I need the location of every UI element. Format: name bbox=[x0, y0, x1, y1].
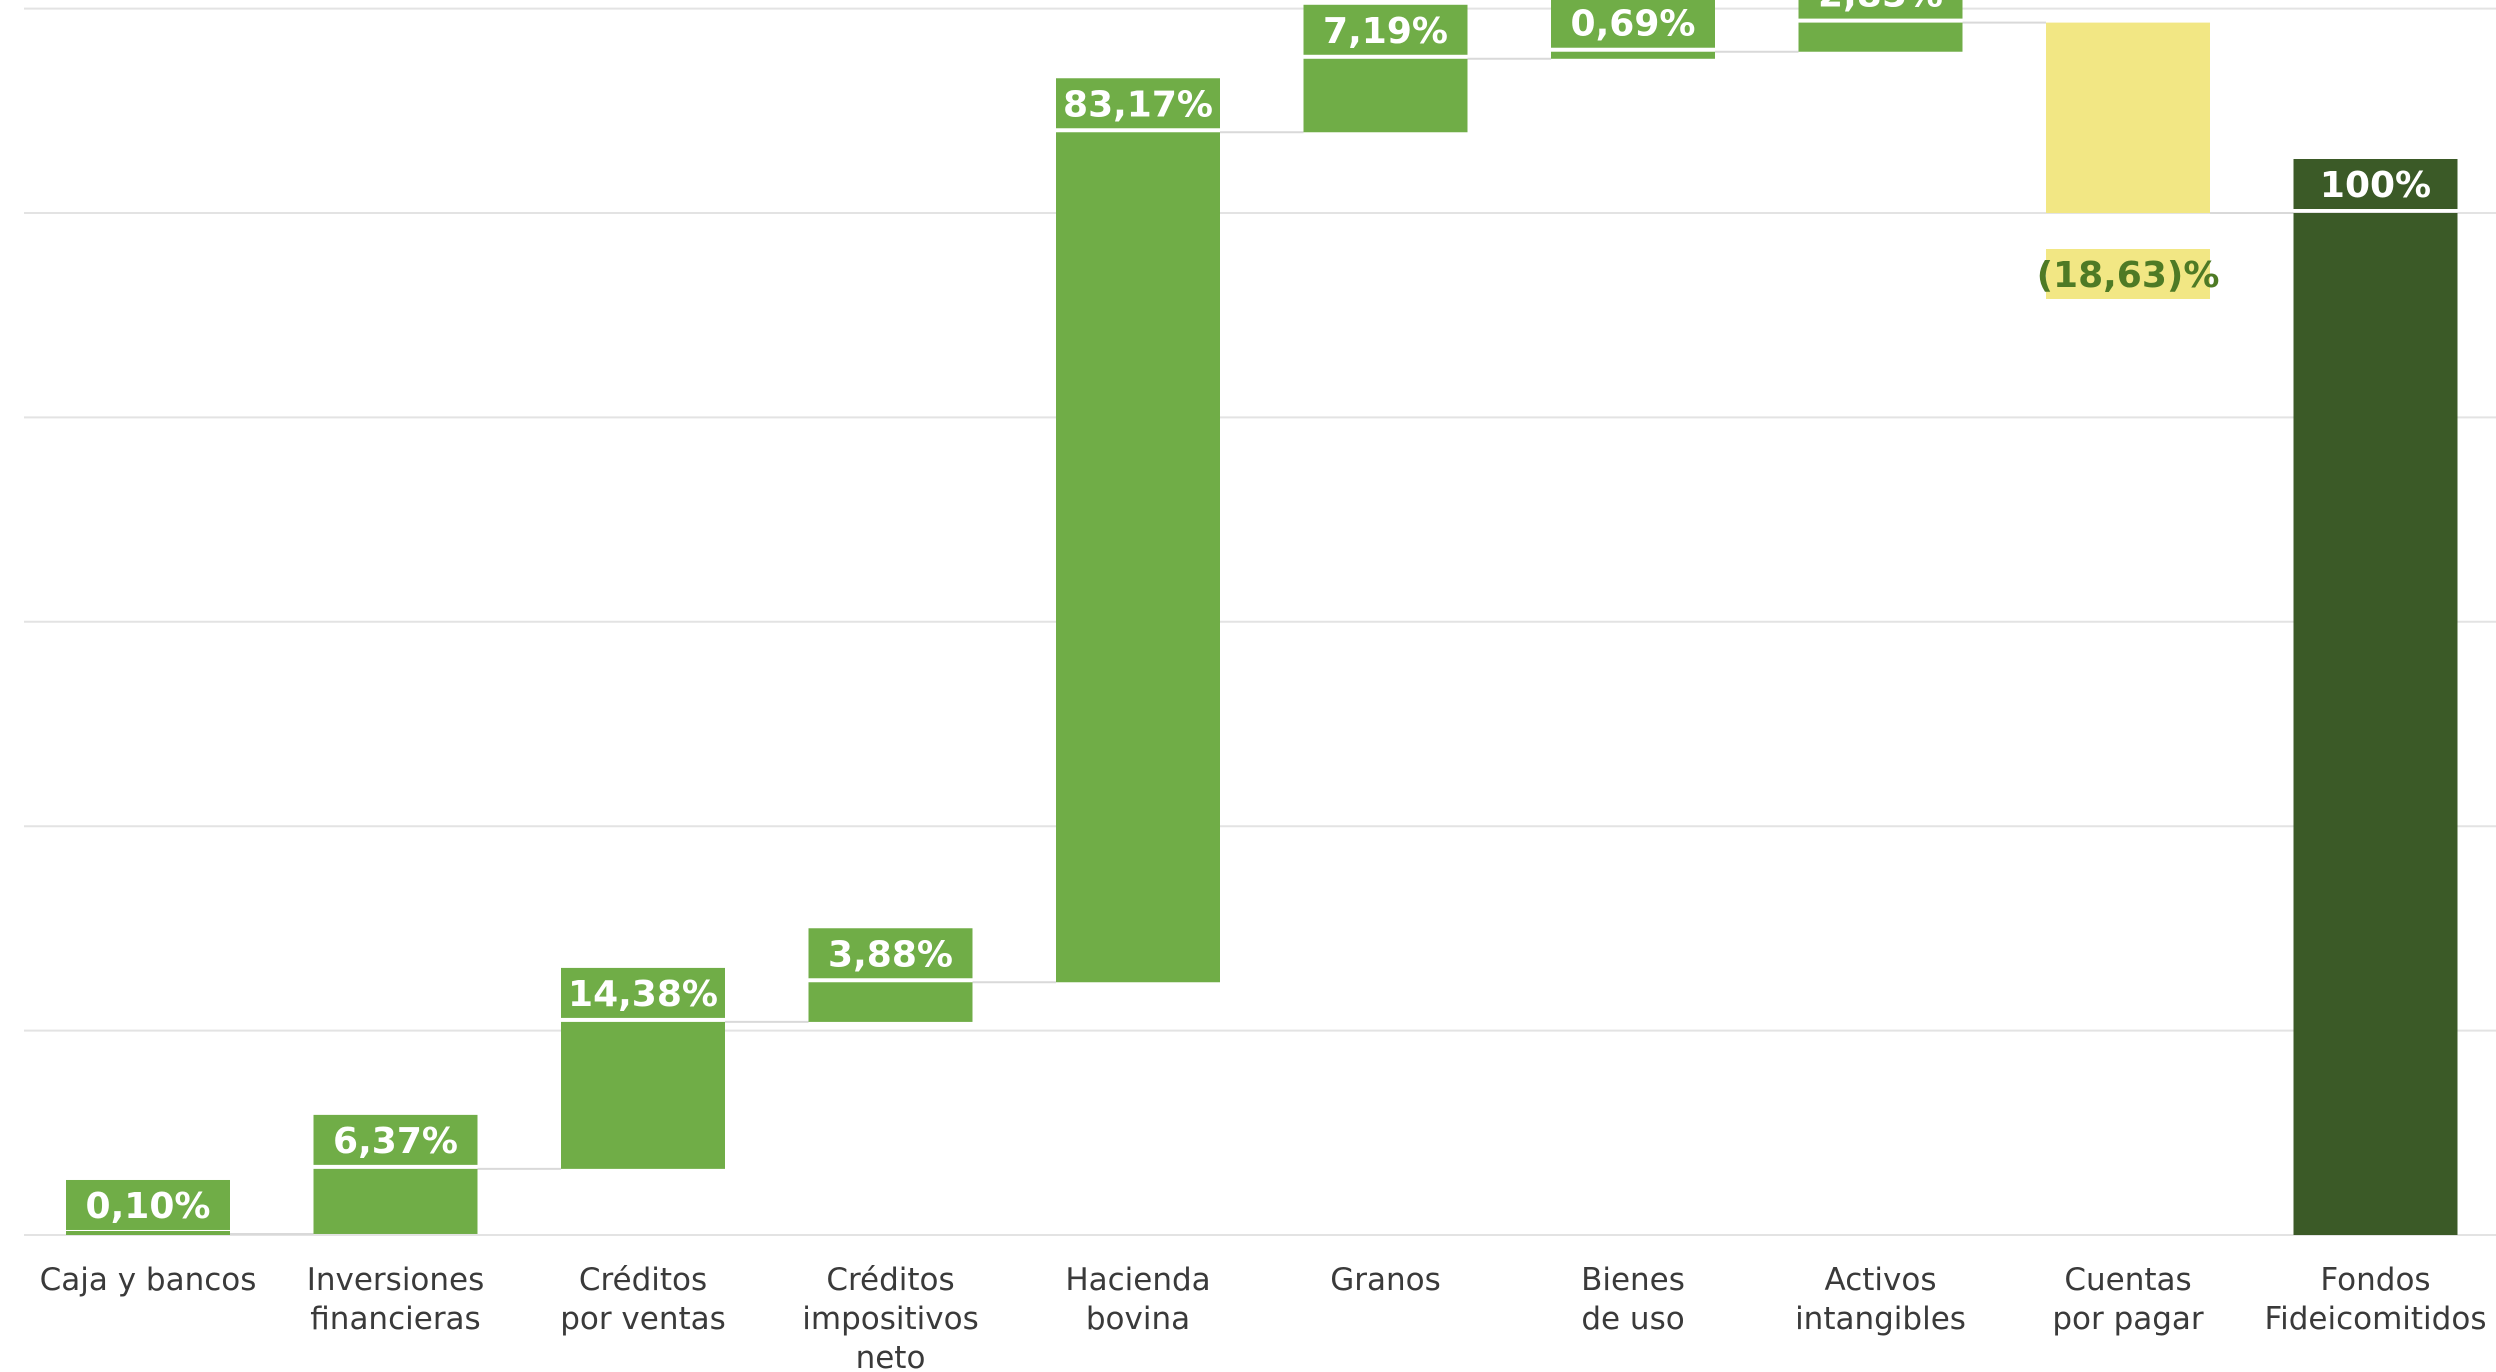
category-labels: Caja y bancos Inversiones financieras Crédi… bbox=[40, 1262, 2487, 1372]
data-label: 83,17% bbox=[1063, 84, 1213, 125]
category-label: Cuentas por pagar bbox=[2052, 1262, 2204, 1337]
category-label: Hacienda bovina bbox=[1065, 1262, 1210, 1337]
waterfall-bar bbox=[313, 1168, 478, 1234]
category-label-line: por pagar bbox=[2052, 1301, 2204, 1337]
data-labels: 0,10% 6,37% 14,38% 3,88% 83,17% 7,19% 0,69% 2,8… bbox=[66, 0, 2458, 1230]
data-label: 7,19% bbox=[1323, 11, 1448, 52]
data-label-box bbox=[313, 1114, 478, 1165]
category-label-line: Inversiones bbox=[307, 1262, 485, 1298]
category-label-line: Activos bbox=[1825, 1262, 1937, 1298]
category-label-line: de uso bbox=[1581, 1301, 1684, 1337]
category-label: Bienes de uso bbox=[1581, 1262, 1685, 1337]
data-label: 6,37% bbox=[333, 1121, 458, 1162]
data-label-box bbox=[1551, 0, 1715, 48]
category-label: Fondos Fideicomitidos bbox=[2265, 1262, 2487, 1337]
category-label: Créditos por ventas bbox=[560, 1262, 726, 1337]
data-label-box bbox=[1303, 4, 1468, 55]
category-label-line: Créditos bbox=[579, 1262, 707, 1298]
data-label: 3,88% bbox=[828, 934, 953, 975]
category-label-line: Bienes bbox=[1581, 1262, 1685, 1298]
category-label: Activos intangibles bbox=[1795, 1262, 1966, 1337]
category-label-line: neto bbox=[856, 1340, 926, 1372]
category-label: Créditos impositivos neto bbox=[802, 1262, 978, 1372]
data-label: 0,69% bbox=[1571, 4, 1696, 45]
data-label-box bbox=[808, 928, 973, 979]
data-label-box bbox=[2046, 249, 2210, 299]
data-label-box bbox=[1056, 78, 1220, 129]
category-label-line: Fondos bbox=[2320, 1262, 2430, 1298]
category-label-line: impositivos bbox=[802, 1301, 978, 1337]
category-label-line: bovina bbox=[1086, 1301, 1190, 1337]
waterfall-bar bbox=[808, 982, 973, 1022]
category-label-line: Fideicomitidos bbox=[2265, 1301, 2487, 1337]
category-label-line: Hacienda bbox=[1065, 1262, 1210, 1298]
waterfall-bar bbox=[561, 1021, 725, 1169]
data-label-box bbox=[2293, 159, 2458, 209]
waterfall-bar bbox=[1798, 22, 1963, 52]
data-label: (18,63)% bbox=[2037, 255, 2220, 296]
data-label: 100% bbox=[2320, 165, 2431, 206]
gridlines bbox=[24, 7, 2496, 1236]
waterfall-bar bbox=[1551, 51, 1715, 59]
data-label: 0,10% bbox=[86, 1186, 211, 1227]
category-label-line: Créditos bbox=[826, 1262, 954, 1298]
data-label: 14,38% bbox=[568, 974, 718, 1015]
bars bbox=[66, 22, 2458, 1235]
waterfall-bar bbox=[2293, 213, 2458, 1235]
category-label-line: intangibles bbox=[1795, 1301, 1966, 1337]
category-label-line: por ventas bbox=[560, 1301, 726, 1337]
data-label-box bbox=[1798, 0, 1963, 19]
data-label-box bbox=[66, 1179, 230, 1230]
data-label-box bbox=[561, 967, 725, 1018]
waterfall-bar bbox=[2046, 22, 2210, 214]
waterfall-bar bbox=[66, 1231, 230, 1235]
category-label-line: Cuentas bbox=[2064, 1262, 2191, 1298]
waterfall-bar bbox=[1303, 58, 1468, 133]
data-label: 2,85% bbox=[1818, 0, 1943, 16]
connectors bbox=[230, 21, 2294, 1235]
category-label-line: financieras bbox=[310, 1301, 480, 1337]
category-label: Granos bbox=[1330, 1262, 1441, 1298]
waterfall-bar bbox=[1056, 132, 1220, 983]
category-label: Caja y bancos bbox=[40, 1262, 257, 1298]
category-label: Inversiones financieras bbox=[307, 1262, 485, 1337]
category-label-line: Granos bbox=[1330, 1262, 1441, 1298]
category-label-line: Caja y bancos bbox=[40, 1262, 257, 1298]
